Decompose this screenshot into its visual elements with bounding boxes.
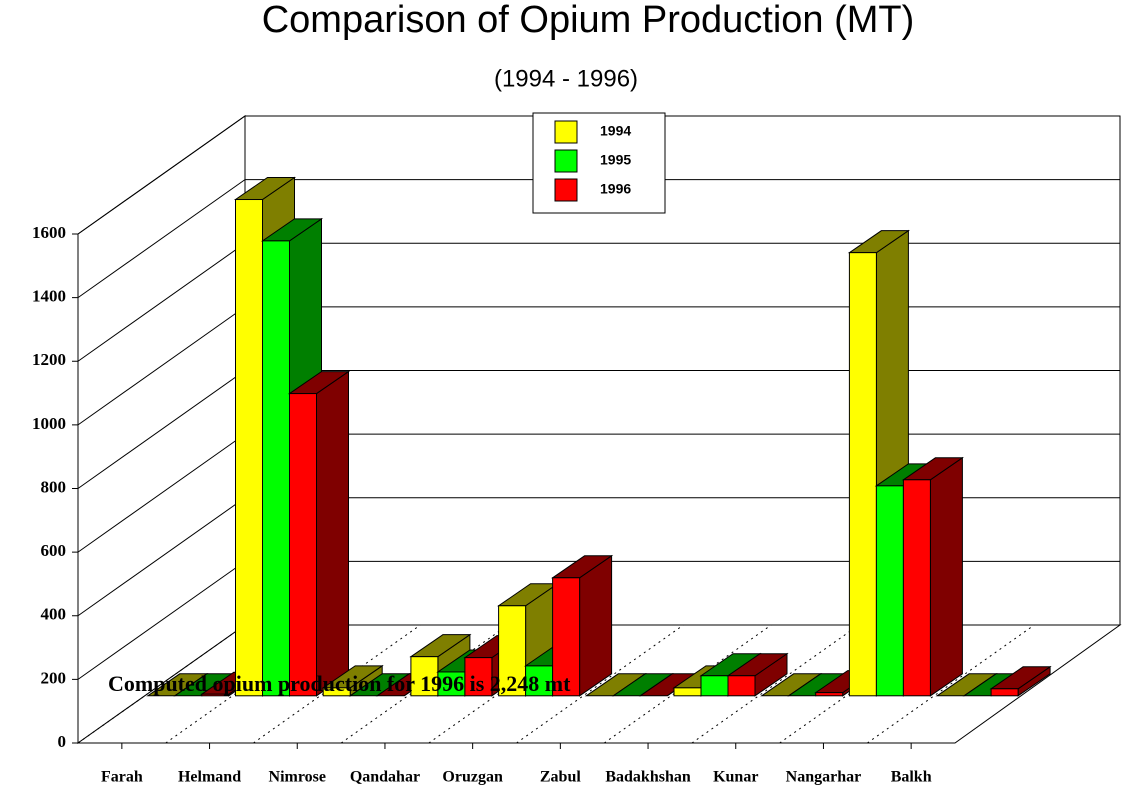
bar-front bbox=[289, 393, 317, 697]
grid-line bbox=[77, 306, 246, 426]
x-tick-label: Nangarhar bbox=[786, 769, 862, 786]
bar-front bbox=[990, 688, 1019, 697]
bar-side bbox=[316, 370, 349, 697]
x-tick-label: Helmand bbox=[178, 769, 241, 786]
y-tick-label: 1000 bbox=[32, 414, 66, 433]
legend-swatch bbox=[554, 120, 578, 144]
bar-front bbox=[262, 240, 290, 697]
legend-label: 1994 bbox=[600, 123, 631, 139]
x-tick-label: Badakhshan bbox=[605, 769, 690, 786]
y-tick-label: 1400 bbox=[32, 287, 66, 306]
y-tick-label: 600 bbox=[41, 541, 67, 560]
bar-front bbox=[235, 199, 263, 697]
bar-front bbox=[727, 675, 756, 697]
x-tick-label: Nimrose bbox=[269, 769, 326, 786]
bar-side bbox=[929, 456, 963, 697]
bar-front bbox=[525, 665, 554, 697]
grid-line bbox=[77, 370, 246, 489]
y-tick-label: 400 bbox=[41, 605, 67, 624]
grid-line bbox=[77, 179, 246, 299]
bar-front bbox=[902, 479, 931, 697]
floor-divider bbox=[691, 624, 860, 744]
bar-front bbox=[848, 252, 877, 697]
bar bbox=[726, 652, 789, 697]
grid-line bbox=[77, 115, 246, 235]
grid: 0 200 400 600 800 1000 1200 1400 1600 Farah Helman… bbox=[32, 115, 1120, 786]
annotation: Computed opium production for 1996 is 2,… bbox=[108, 671, 571, 696]
legend-label: 1995 bbox=[600, 152, 631, 168]
bars bbox=[146, 176, 1052, 697]
legend-swatch bbox=[554, 178, 578, 202]
y-tick-label: 1600 bbox=[32, 223, 66, 242]
bar bbox=[901, 456, 965, 697]
bar-front bbox=[464, 657, 493, 697]
bar-front bbox=[322, 687, 351, 697]
floor-divider bbox=[867, 624, 1035, 744]
x-tick-label: Oruzgan bbox=[442, 769, 503, 786]
y-tick-label: 800 bbox=[41, 477, 67, 496]
legend bbox=[532, 112, 666, 214]
legend-label: 1996 bbox=[600, 181, 631, 197]
y-tick-label: 1200 bbox=[32, 350, 66, 369]
floor-divider bbox=[516, 624, 684, 744]
bar bbox=[287, 370, 351, 697]
bar-front bbox=[201, 693, 230, 697]
bar-front bbox=[498, 605, 527, 697]
legend-swatch bbox=[554, 149, 578, 173]
bar bbox=[550, 554, 614, 697]
bar-front bbox=[875, 485, 904, 697]
legend-entries: 1994 1995 1996 bbox=[554, 120, 631, 202]
floor-divider bbox=[77, 624, 246, 744]
x-tick-label: Farah bbox=[101, 769, 143, 786]
x-tick-label: Kunar bbox=[713, 769, 758, 786]
bar bbox=[989, 665, 1052, 697]
bar-front bbox=[673, 687, 702, 697]
grid-line bbox=[77, 242, 246, 362]
chart-title: Comparison of Opium Production (MT) bbox=[262, 0, 915, 41]
bar-side bbox=[579, 554, 613, 697]
chart-subtitle: (1994 - 1996) bbox=[494, 65, 638, 92]
bar-front bbox=[552, 577, 581, 697]
y-tick-label: 0 bbox=[58, 732, 67, 751]
bar-front bbox=[410, 656, 439, 697]
grid-line bbox=[77, 560, 246, 680]
grid-line bbox=[77, 497, 246, 617]
grid-line bbox=[77, 433, 246, 553]
x-tick-label: Zabul bbox=[540, 769, 581, 786]
x-tick-label: Balkh bbox=[891, 769, 932, 786]
bar-front bbox=[815, 692, 844, 697]
y-tick-label: 200 bbox=[41, 668, 67, 687]
bar-front bbox=[700, 675, 729, 697]
x-tick-label: Qandahar bbox=[350, 769, 420, 786]
